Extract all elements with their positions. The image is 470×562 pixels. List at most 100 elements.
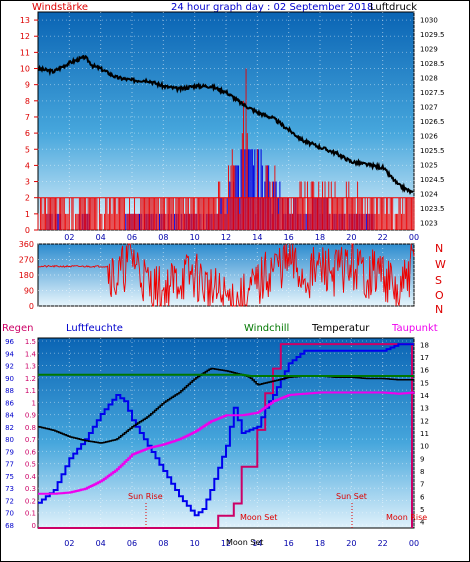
y-temp-tick-label: 4 [420, 519, 425, 527]
y-temp-tick-label: 8 [420, 468, 424, 476]
y-right-tick-label: 1026 [420, 133, 438, 141]
y-right-tick-label: 1023.5 [420, 205, 445, 213]
annotation-sun-rise: Sun Rise [128, 492, 163, 501]
y-direction-tick-label: 0 [29, 302, 34, 311]
series-panel-2 [37, 243, 415, 308]
x-tick-label: 04 [96, 539, 106, 548]
annotation-sun-set: Sun Set [336, 492, 367, 501]
x-tick-label: 02 [64, 539, 74, 548]
y-right-tick-label: 1030 [420, 16, 438, 24]
y-right-tick-label: 1028 [420, 74, 438, 82]
y-temp-tick-label: 14 [420, 392, 429, 400]
y-rain-tick-label: 0.5 [25, 461, 36, 469]
y-humidity-tick-label: 79 [5, 448, 14, 456]
compass-n-top: N [435, 242, 443, 255]
y-right-tick-label: 1024.5 [420, 176, 445, 184]
y-direction-tick-label: 90 [24, 287, 34, 296]
y-rain-tick-label: 1.1 [25, 387, 36, 395]
y-humidity-tick-label: 72 [5, 497, 14, 505]
y-direction-tick-label: 180 [19, 271, 34, 280]
y-left-tick-label: 9 [25, 81, 30, 90]
x-tick-label: 02 [64, 233, 74, 242]
y-humidity-tick-label: 75 [5, 473, 14, 481]
x-tick-label: 22 [378, 233, 388, 242]
annotation-moon-rise: Moon Rise [386, 513, 427, 522]
y-humidity-tick-label: 82 [5, 424, 14, 432]
x-tick-label: 04 [96, 233, 106, 242]
x-tick-label: 08 [158, 233, 168, 242]
y-left-tick-label: 13 [20, 16, 30, 25]
y-rain-tick-label: 0.6 [25, 448, 37, 456]
x-tick-label: 20 [346, 539, 356, 548]
dewpoint-line [38, 391, 415, 495]
y-rain-tick-label: 0 [32, 522, 36, 530]
y-humidity-tick-label: 96 [5, 338, 14, 346]
y-right-tick-label: 1029 [420, 45, 438, 53]
y-rain-tick-label: 1.2 [25, 375, 36, 383]
y-rain-tick-label: 0.9 [25, 412, 36, 420]
compass-o: O [435, 289, 444, 302]
header-left: Windstärke [32, 2, 88, 13]
annotation-moon-set-1: Moon Set [240, 513, 277, 522]
y-right-tick-label: 1029.5 [420, 31, 445, 39]
x-tick-label: 12 [221, 539, 231, 548]
panel-humidity-temp [37, 337, 415, 529]
series-panel-1 [37, 54, 415, 230]
y-temp-tick-label: 18 [420, 341, 429, 349]
rain-line [38, 343, 414, 529]
y-left-tick-label: 2 [25, 194, 30, 203]
x-tick-label: 18 [315, 539, 325, 548]
y-left-tick-label: 0 [25, 226, 30, 235]
y-humidity-tick-label: 86 [5, 399, 14, 407]
y-rain-tick-label: 0.1 [25, 510, 36, 518]
y-left-tick-label: 5 [25, 145, 30, 154]
x-tick-label: 14 [252, 233, 262, 242]
annotation-moon-set-2: Moon Set [226, 538, 263, 547]
y-temp-tick-label: 17 [420, 354, 429, 362]
y-humidity-tick-label: 92 [5, 363, 14, 371]
windchill-line [38, 373, 414, 377]
x-tick-label: 22 [378, 539, 388, 548]
y-rain-tick-label: 1.3 [25, 363, 36, 371]
y-humidity-tick-label: 68 [5, 522, 14, 530]
humidity-line [38, 343, 414, 517]
y-left-tick-label: 11 [20, 48, 30, 57]
axis-labels-panel-2: 0 90 180 270 360 [19, 240, 34, 311]
y-right-tick-label: 1024 [420, 191, 438, 199]
series-panel-3 [38, 343, 415, 529]
x-tick-label: 16 [284, 539, 294, 548]
y-right-tick-label: 1028.5 [420, 60, 445, 68]
y-rain-tick-label: 1.5 [25, 338, 36, 346]
y-direction-tick-label: 270 [19, 256, 34, 265]
y-left-tick-label: 4 [25, 161, 30, 170]
y-left-tick-label: 6 [25, 129, 30, 138]
x-tick-label: 08 [158, 539, 168, 548]
y-rain-tick-label: 0.7 [25, 436, 36, 444]
temperature-line [38, 367, 414, 444]
header-center: 24 hour graph day : 02 September 2018 [171, 2, 373, 13]
compass-s: S [435, 274, 442, 287]
y-humidity-tick-label: 90 [5, 375, 14, 383]
y-humidity-tick-label: 80 [5, 436, 14, 444]
y-rain-tick-label: 0.4 [25, 473, 37, 481]
x-tick-label: 18 [315, 233, 325, 242]
y-rain-tick-label: 1 [32, 399, 36, 407]
y-temp-tick-label: 15 [420, 379, 429, 387]
y-humidity-tick-label: 77 [5, 461, 14, 469]
legend-regen: Regen [2, 323, 34, 334]
y-temp-tick-label: 16 [420, 367, 429, 375]
y-left-tick-label: 10 [20, 65, 30, 74]
axis-labels-panel-3: 02 04 06 08 10 12 14 16 18 20 22 006870727375777980… [5, 338, 429, 548]
y-rain-tick-label: 1.4 [25, 350, 37, 358]
y-rain-tick-label: 0.3 [25, 485, 36, 493]
y-temp-tick-label: 13 [420, 405, 429, 413]
header-right: Luftdruck [370, 2, 417, 13]
y-temp-tick-label: 12 [420, 417, 429, 425]
y-right-tick-label: 1027.5 [420, 89, 445, 97]
legend-taupunkt: Taupunkt [391, 323, 438, 334]
y-temp-tick-label: 5 [420, 506, 424, 514]
y-left-tick-label: 7 [25, 113, 30, 122]
x-tick-label: 10 [190, 539, 200, 548]
legend-windchill: Windchill [244, 323, 289, 334]
